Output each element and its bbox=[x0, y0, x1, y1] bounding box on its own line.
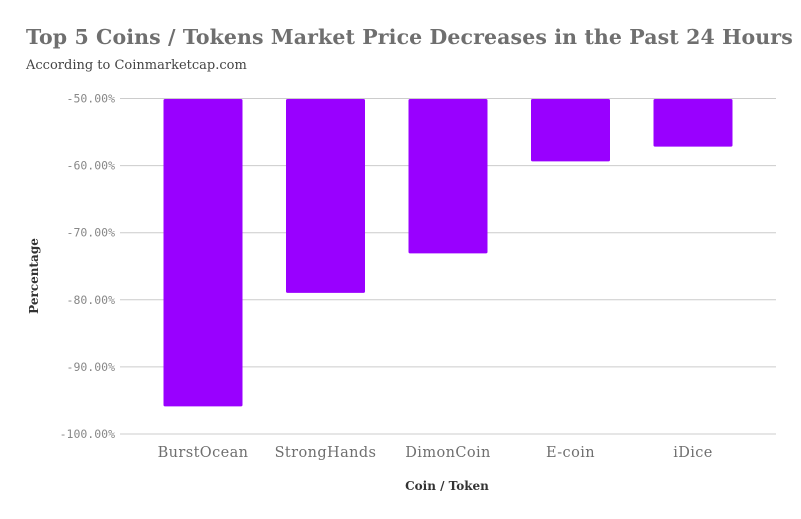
bar-idice bbox=[653, 99, 733, 147]
bar-burstocean bbox=[163, 99, 243, 407]
bar-dimoncoin bbox=[408, 99, 488, 254]
y-tick-label: -60.00% bbox=[67, 159, 116, 173]
x-tick-label: iDice bbox=[673, 445, 713, 461]
y-tick-label: -90.00% bbox=[67, 360, 116, 374]
bars bbox=[163, 99, 733, 407]
y-tick-label: -50.00% bbox=[67, 92, 116, 106]
y-axis-ticks: -50.00% -60.00% -70.00% -80.00% -90.00% -100.… bbox=[60, 92, 115, 442]
x-tick-label: E-coin bbox=[546, 445, 595, 461]
bar-e-coin bbox=[531, 99, 610, 162]
y-tick-label: -100.00% bbox=[60, 427, 115, 441]
y-axis-title: Percentage bbox=[27, 238, 41, 314]
x-tick-label: StrongHands bbox=[275, 445, 377, 461]
y-tick-label: -80.00% bbox=[67, 293, 116, 307]
x-axis-title: Coin / Token bbox=[405, 479, 489, 493]
bar-stronghands bbox=[286, 99, 365, 293]
x-axis-ticks: BurstOcean StrongHands DimonCoin E-coin iDic… bbox=[158, 445, 713, 461]
x-tick-label: DimonCoin bbox=[405, 445, 490, 461]
chart-subtitle: According to Coinmarketcap.com bbox=[26, 58, 247, 73]
y-tick-label: -70.00% bbox=[67, 226, 116, 240]
chart-title: Top 5 Coins / Tokens Market Price Decrea… bbox=[26, 25, 793, 49]
x-tick-label: BurstOcean bbox=[158, 445, 249, 461]
